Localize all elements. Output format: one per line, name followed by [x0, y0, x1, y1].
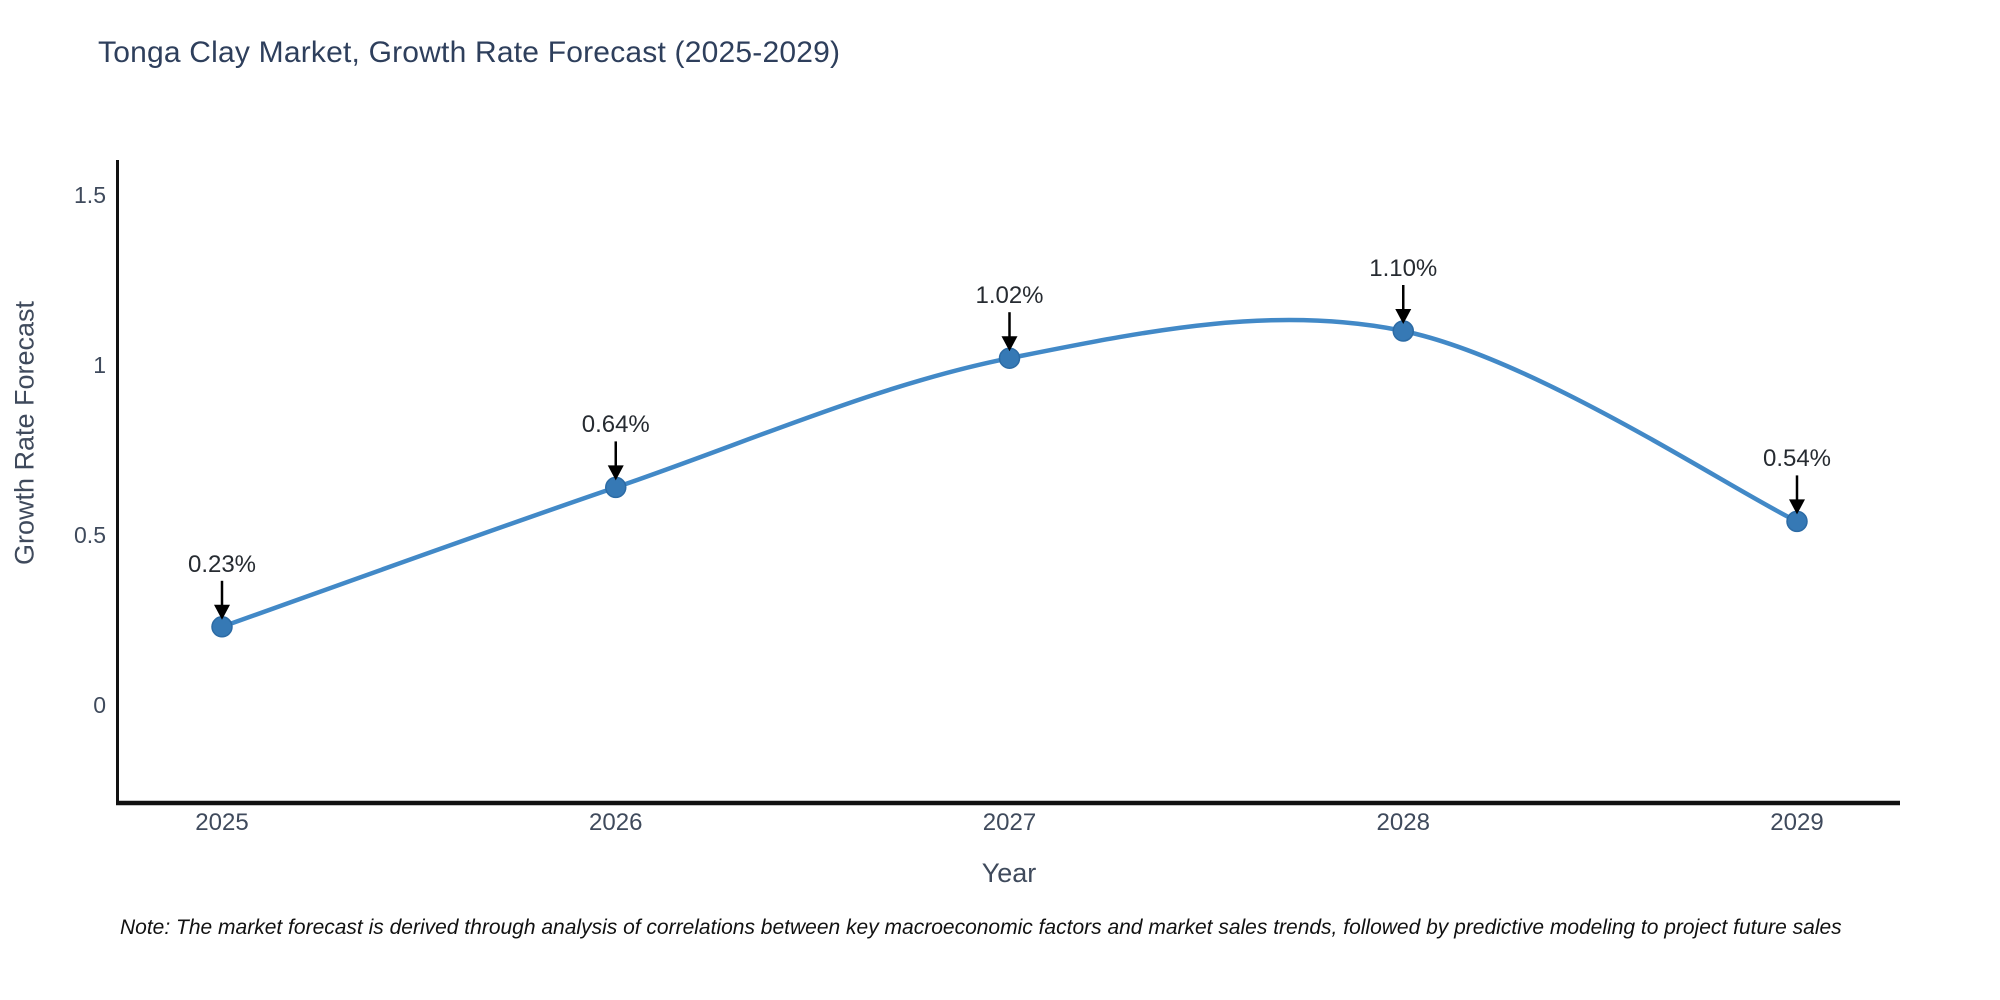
y-axis-tick-label: 1	[93, 352, 106, 378]
y-axis-title: Growth Rate Forecast	[9, 300, 40, 566]
y-axis-tick-label: 1.5	[74, 182, 106, 208]
annotation-arrow-head	[1789, 499, 1805, 515]
x-axis-tick-label: 2029	[1770, 809, 1824, 836]
x-axis-tick-label: 2027	[982, 809, 1037, 836]
x-axis-tick-label: 2025	[195, 809, 249, 836]
data-point-label: 1.02%	[975, 282, 1044, 310]
annotation-arrow-head	[214, 604, 230, 620]
y-axis-tick-label: 0.5	[74, 522, 106, 548]
data-point-label: 0.54%	[1762, 445, 1832, 473]
data-point-label: 1.10%	[1369, 255, 1438, 282]
annotation-arrow-head	[1395, 309, 1412, 324]
data-point-label: 0.23%	[187, 550, 257, 578]
x-axis-tick-label: 2028	[1376, 809, 1430, 836]
footnote: Note: The market forecast is derived thr…	[120, 916, 1842, 939]
y-axis-tick-label: 0	[93, 692, 106, 718]
annotation-arrow-head	[1001, 336, 1018, 352]
annotation-arrow-head	[607, 465, 624, 481]
x-axis-title: Year	[981, 858, 1037, 888]
chart-title: Tonga Clay Market, Growth Rate Forecast …	[98, 36, 841, 69]
data-point-label: 0.64%	[581, 411, 650, 439]
x-axis-tick-label: 2026	[589, 809, 643, 836]
